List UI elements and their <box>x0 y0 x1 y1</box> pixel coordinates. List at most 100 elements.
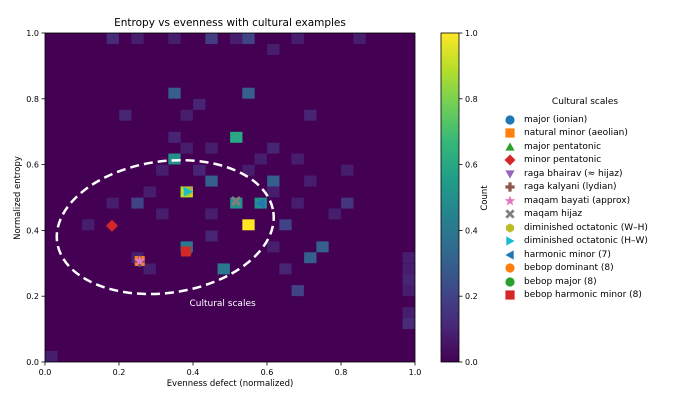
legend-marker-shape <box>504 154 516 166</box>
legend-marker-shape <box>505 250 514 260</box>
x-tick-label: 0.0 <box>39 368 52 377</box>
legend-marker-shape <box>506 236 515 246</box>
heatmap-cell <box>230 33 243 45</box>
heatmap-cell <box>353 33 366 45</box>
heatmap-cell <box>106 197 119 209</box>
heatmap-cell <box>82 219 95 231</box>
legend-marker-square-icon <box>505 290 515 300</box>
heatmap-cell <box>267 142 280 154</box>
legend-marker-shape <box>504 195 516 206</box>
heatmap-background <box>45 33 415 362</box>
heatmap-cell <box>242 219 255 231</box>
legend-item: natural minor (aeolian) <box>500 127 670 141</box>
legend-label: natural minor (aeolian) <box>524 128 628 139</box>
heatmap-cell <box>402 285 415 297</box>
legend-marker-triangle-down-icon <box>505 170 515 179</box>
legend-marker-shape <box>505 182 515 192</box>
heatmap-cell <box>156 164 169 176</box>
heatmap-cell <box>267 43 280 55</box>
heatmap-cell <box>402 274 415 286</box>
heatmap-cell <box>316 241 329 253</box>
y-tick-label: 0.0 <box>26 358 39 367</box>
heatmap-cell <box>304 252 317 264</box>
x-tick-label: 0.4 <box>187 368 200 377</box>
heatmap-cell <box>193 164 206 176</box>
heatmap-cell <box>193 98 206 110</box>
y-tick-label: 0.8 <box>26 95 39 104</box>
x-tick-label: 0.6 <box>261 368 274 377</box>
colorbar: 0.0 0.2 0.4 0.6 0.8 1.0 <box>440 29 478 367</box>
chart-title: Entropy vs evenness with cultural exampl… <box>114 17 346 29</box>
legend-marker-shape <box>506 223 514 233</box>
heatmap-cell <box>131 197 144 209</box>
legend-marker-x-icon <box>505 209 515 219</box>
data-point-10 <box>255 198 265 209</box>
legend-label: maqam hijaz <box>524 209 583 220</box>
legend-marker-shape <box>505 263 515 273</box>
y-tick-label: 0.4 <box>26 226 39 235</box>
heatmap-cell <box>45 350 58 362</box>
heatmap-cell <box>279 219 292 231</box>
heatmap-cell <box>328 208 341 220</box>
data-point-9 <box>183 186 193 197</box>
ellipse-annotation: Cultural scales <box>190 299 256 309</box>
heatmap-cell <box>180 109 193 121</box>
x-tick-label: 0.2 <box>113 368 126 377</box>
legend-marker-shape <box>505 290 515 300</box>
legend-items: major (ionian) natural minor (aeolian) maj… <box>500 113 670 302</box>
plot-frame <box>44 32 416 363</box>
heatmap-cell <box>205 208 218 220</box>
legend-marker-triangle-right-icon <box>506 236 515 246</box>
heatmap-cell <box>217 263 230 275</box>
heatmap-cell <box>168 131 181 143</box>
legend-label: bebop harmonic minor (8) <box>524 290 642 301</box>
legend-marker-shape <box>505 277 515 287</box>
legend: Cultural scales major (ionian) natural mi… <box>500 97 670 302</box>
x-axis-label: Evenness defect (normalized) <box>167 379 294 389</box>
colorbar-tick-label: 0.0 <box>465 358 478 367</box>
heatmap-cell <box>402 318 415 329</box>
legend-label: major (ionian) <box>524 114 588 125</box>
legend-item: maqam bayati (approx) <box>500 194 670 208</box>
legend-label: harmonic minor (7) <box>524 249 611 260</box>
heatmap-cell <box>242 164 255 176</box>
heatmap-cell <box>267 175 280 187</box>
legend-label: diminished octatonic (W–H) <box>524 222 648 233</box>
heatmap-cell <box>205 142 218 154</box>
legend-marker-shape <box>505 170 515 179</box>
legend-marker-circle-icon <box>505 115 515 125</box>
heatmap-cell <box>267 186 280 198</box>
legend-marker-triangle-up-icon <box>505 142 515 151</box>
legend-marker-diamond-icon <box>504 154 516 166</box>
heatmap-cell <box>254 153 267 165</box>
legend-item: raga kalyani (lydian) <box>500 181 670 195</box>
heatmap-cell <box>291 153 304 165</box>
heatmap-cell <box>402 263 415 275</box>
heatmap-cell <box>205 33 218 45</box>
legend-marker-plus-icon <box>505 182 515 192</box>
data-point-7 <box>230 196 241 207</box>
heatmap-cells <box>45 33 415 362</box>
y-tick-label: 0.2 <box>26 292 39 301</box>
legend-label: raga kalyani (lydian) <box>524 182 617 193</box>
legend-marker-shape <box>505 209 515 219</box>
heatmap-cell <box>291 197 304 209</box>
y-axis-label: Normalized entropy <box>13 156 23 240</box>
heatmap-cell <box>168 33 181 45</box>
legend-item: major (ionian) <box>500 113 670 127</box>
heatmap-cell <box>402 307 415 319</box>
heatmap-cell <box>106 33 119 45</box>
legend-item: minor pentatonic <box>500 154 670 168</box>
heatmap-cell <box>119 109 132 121</box>
heatmap-cell <box>291 285 304 297</box>
heatmap-cell <box>341 164 354 176</box>
colorbar-tick-label: 0.4 <box>465 226 478 235</box>
legend-item: major pentatonic <box>500 140 670 154</box>
heatmap-cell <box>143 263 156 275</box>
y-tick-label: 0.6 <box>26 161 39 170</box>
heatmap-cell <box>205 175 218 187</box>
legend-item: diminished octatonic (W–H) <box>500 221 670 235</box>
heatmap-cell <box>156 208 169 220</box>
legend-marker-shape <box>505 142 515 151</box>
